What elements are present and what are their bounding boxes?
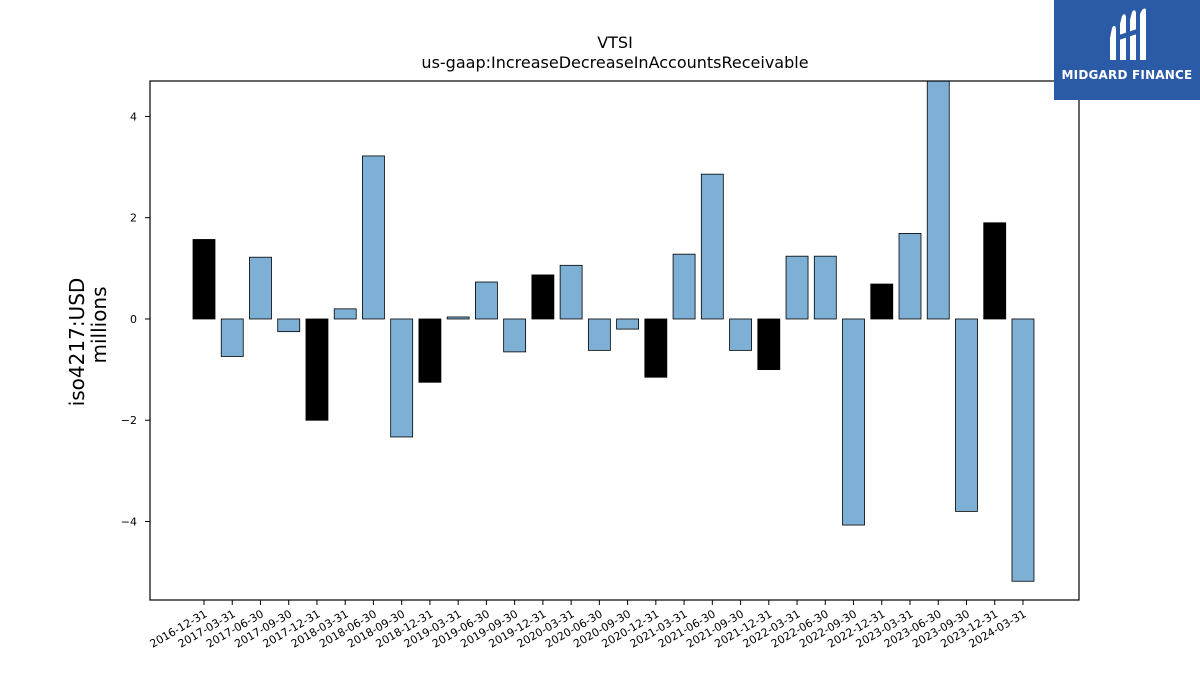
y-tick-label: −4 xyxy=(121,516,137,529)
y-tick-label: 4 xyxy=(130,110,137,123)
bar-2021-12-31 xyxy=(757,318,781,371)
bar-2021-03-31 xyxy=(672,253,696,320)
chart-title: VTSI xyxy=(597,33,633,52)
bar-2018-12-31 xyxy=(418,318,442,383)
bar-2023-12-31 xyxy=(983,222,1007,320)
y-axis-label: iso4217:USD xyxy=(65,278,89,407)
bar-2017-06-30 xyxy=(249,256,272,320)
bar-2021-09-30 xyxy=(729,318,752,351)
bar-2024-03-31 xyxy=(1011,318,1035,582)
bar-2019-09-30 xyxy=(503,318,527,353)
bar-2022-03-31 xyxy=(785,255,809,320)
y-tick-label: −2 xyxy=(121,414,137,427)
y-axis-label-units: millions xyxy=(87,286,111,363)
bar-2019-03-31 xyxy=(446,316,470,320)
bar-2017-12-31 xyxy=(305,318,329,421)
bar-2016-12-31 xyxy=(192,239,216,320)
bar-2020-03-31 xyxy=(559,264,583,320)
bar-2020-06-30 xyxy=(587,318,611,351)
bar-2023-06-30 xyxy=(926,80,950,320)
bar-2022-06-30 xyxy=(813,255,837,320)
bar-2018-09-30 xyxy=(390,318,414,438)
bar-2018-03-31 xyxy=(333,308,357,320)
chart-subtitle: us-gaap:IncreaseDecreaseInAccountsReceiv… xyxy=(421,53,808,72)
plot-frame xyxy=(149,80,1080,601)
bar-2022-09-30 xyxy=(842,318,865,526)
bar-2019-12-31 xyxy=(531,274,555,320)
y-axis-ticks: −4 −2 0 2 4 xyxy=(121,110,150,529)
midgard-logo-icon xyxy=(1110,8,1146,60)
y-tick-label: 0 xyxy=(130,313,137,326)
x-axis-ticks: 2016-12-312017-03-312017-06-302017-09-30… xyxy=(148,600,1028,651)
y-tick-label: 2 xyxy=(130,212,137,225)
bar-2018-06-30 xyxy=(362,155,385,320)
bar-2019-06-30 xyxy=(474,281,498,320)
bar-2023-03-31 xyxy=(898,233,922,320)
logo: MIDGARD FINANCE xyxy=(1054,0,1200,100)
bar-2020-12-31 xyxy=(644,318,668,378)
bar-2021-06-30 xyxy=(700,173,724,320)
logo-text: MIDGARD FINANCE xyxy=(1061,68,1193,82)
bars-group xyxy=(192,80,1035,582)
bar-2022-12-31 xyxy=(870,283,894,320)
bar-2017-03-31 xyxy=(220,318,244,357)
bar-2023-09-30 xyxy=(955,318,978,512)
bar-2017-09-30 xyxy=(277,318,301,333)
bar-2020-09-30 xyxy=(616,318,639,330)
